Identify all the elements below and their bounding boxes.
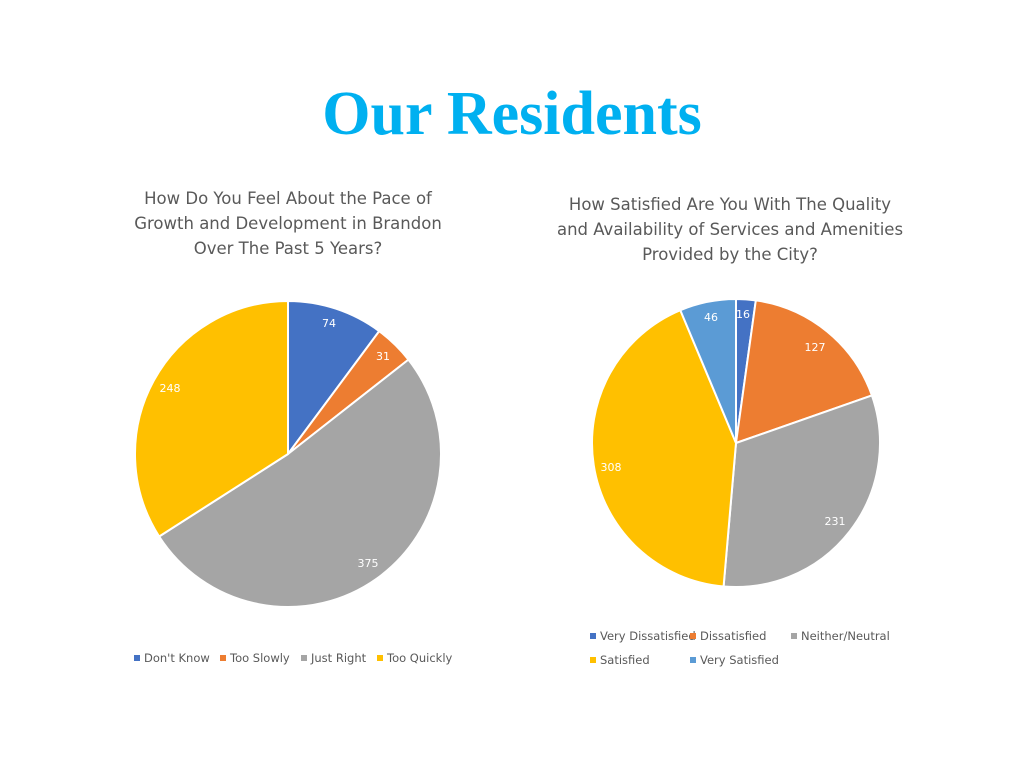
pie-slice-satisfied xyxy=(591,308,738,588)
chart-1-title: How Do You Feel About the Pace of Growth… xyxy=(118,186,458,261)
legend-item-neither-neutral: Neither/Neutral xyxy=(791,629,890,643)
legend-label: Too Slowly xyxy=(230,651,290,665)
pie-slice-neither-neutral xyxy=(722,394,881,588)
legend-item-too-slowly: Too Slowly xyxy=(220,651,290,665)
legend-item-dissatisfied: Dissatisfied xyxy=(690,629,766,643)
legend-swatch-icon xyxy=(590,657,596,663)
chart-2-title: How Satisfied Are You With The Quality a… xyxy=(555,192,905,267)
legend-swatch-icon xyxy=(590,633,596,639)
data-label: 308 xyxy=(601,461,622,474)
legend-label: Satisfied xyxy=(600,653,650,667)
data-label: 16 xyxy=(736,308,750,321)
legend-swatch-icon xyxy=(690,633,696,639)
legend-label: Too Quickly xyxy=(387,651,453,665)
legend-swatch-icon xyxy=(377,655,383,661)
pie-slice-dissatisfied xyxy=(734,299,874,445)
legend-item-too-quickly: Too Quickly xyxy=(377,651,452,665)
legend-item-very-satisfied: Very Satisfied xyxy=(690,653,779,667)
chart-1-title-line: Over The Past 5 Years? xyxy=(193,239,383,258)
pie-slice-very-satisfied xyxy=(679,297,737,444)
chart-1-title-line: Growth and Development in Brandon xyxy=(134,214,442,233)
data-label: 31 xyxy=(376,350,390,363)
legend-item-don-t-know: Don't Know xyxy=(134,651,210,665)
chart-2-title-line: Provided by the City? xyxy=(642,245,818,264)
legend-label: Dissatisfied xyxy=(700,629,767,643)
legend-swatch-icon xyxy=(220,655,226,661)
legend-swatch-icon xyxy=(690,657,696,663)
pie-slice-just-right xyxy=(157,358,443,608)
data-label: 375 xyxy=(358,557,379,570)
data-label: 231 xyxy=(825,515,846,528)
data-label: 46 xyxy=(704,311,718,324)
chart-2-title-line: and Availability of Services and Ameniti… xyxy=(556,220,904,239)
data-label: 74 xyxy=(322,317,336,330)
legend-item-just-right: Just Right xyxy=(301,651,366,665)
chart-1-title-line: How Do You Feel About the Pace of xyxy=(144,189,432,208)
legend-label: Very Satisfied xyxy=(700,653,779,667)
pie-slice-too-quickly xyxy=(134,299,289,538)
chart-2-title-line: How Satisfied Are You With The Quality xyxy=(568,195,892,214)
legend-swatch-icon xyxy=(301,655,307,661)
pie-slice-don-t-know xyxy=(287,299,381,458)
legend-label: Just Right xyxy=(311,651,367,665)
legend-item-satisfied: Satisfied xyxy=(590,653,650,667)
legend-swatch-icon xyxy=(791,633,797,639)
data-label: 127 xyxy=(805,341,826,354)
legend-swatch-icon xyxy=(134,655,140,661)
legend-item-very-dissatisfied: Very Dissatisfied xyxy=(590,629,696,643)
data-label: 248 xyxy=(160,382,181,395)
legend-label: Very Dissatisfied xyxy=(600,629,696,643)
page-title: Our Residents xyxy=(322,80,702,148)
legend-label: Neither/Neutral xyxy=(801,629,890,643)
legend-label: Don't Know xyxy=(144,651,210,665)
